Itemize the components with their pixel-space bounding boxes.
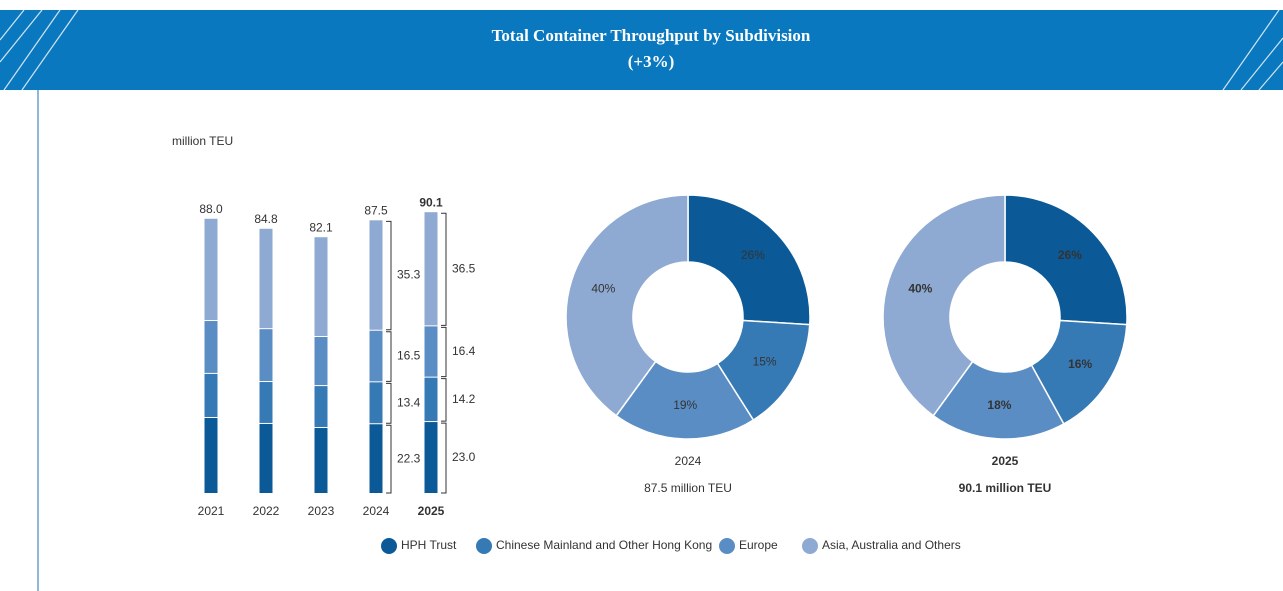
legend-swatch (381, 538, 397, 554)
donut-slice (565, 194, 689, 417)
bar-segment (259, 382, 273, 423)
donut-slice (882, 194, 1006, 417)
slice-label: 16% (1068, 357, 1092, 371)
donut-slice (1004, 194, 1128, 326)
bar-segment (369, 220, 383, 330)
total-label: 82.1 (309, 220, 333, 234)
total-label: 90.1 (419, 195, 443, 209)
bar-segment (259, 228, 273, 329)
bar-segment (204, 218, 218, 321)
total-label: 87.5 (364, 204, 388, 218)
legend-label: Europe (739, 538, 778, 552)
slice-label: 19% (673, 398, 697, 412)
bar-segment (259, 329, 273, 382)
donut-title: 2024 (675, 454, 702, 468)
x-tick-label: 2025 (418, 504, 445, 518)
segment-label: 22.3 (397, 451, 421, 465)
header-stripes (0, 9, 1283, 91)
segment-label: 16.5 (397, 349, 421, 363)
donut-slice (1030, 319, 1128, 425)
bar-segment (204, 417, 218, 493)
y-axis-label: million TEU (172, 134, 233, 148)
legend-swatch (802, 538, 818, 554)
slice-label: 26% (1058, 248, 1082, 262)
bracket (386, 382, 392, 424)
segment-label: 14.2 (452, 392, 476, 406)
donut-subtitle: 87.5 million TEU (644, 481, 732, 495)
donut-subtitle: 90.1 million TEU (959, 481, 1052, 495)
bracket (386, 424, 392, 494)
x-tick-label: 2023 (308, 504, 335, 518)
bracket (441, 422, 447, 494)
bar-segment (259, 423, 273, 493)
bracket (441, 212, 447, 326)
total-label: 88.0 (199, 202, 223, 216)
x-tick-label: 2021 (198, 504, 225, 518)
bar-segment (369, 382, 383, 424)
bracket (386, 331, 392, 382)
bar-segment (424, 377, 438, 422)
bar-segment (424, 422, 438, 493)
bar-segment (314, 386, 328, 428)
slice-label: 26% (741, 248, 765, 262)
bar-segment (369, 424, 383, 493)
bracket (386, 220, 392, 331)
segment-label: 36.5 (452, 261, 476, 275)
x-tick-label: 2022 (253, 504, 280, 518)
bar-segment (424, 212, 438, 326)
bracket (441, 378, 447, 422)
total-label: 84.8 (254, 212, 278, 226)
slice-label: 40% (591, 282, 615, 296)
segment-label: 16.4 (452, 344, 476, 358)
bar-segment (314, 428, 328, 493)
header-bar (0, 10, 1283, 90)
bar-segment (204, 373, 218, 417)
donut-title: 2025 (992, 454, 1019, 468)
segment-label: 13.4 (397, 395, 421, 409)
legend-swatch (719, 538, 735, 554)
legend-swatch (476, 538, 492, 554)
bar-segment (314, 336, 328, 386)
donut-slice (687, 194, 811, 326)
legend-label: HPH Trust (401, 538, 457, 552)
bar-segment (424, 326, 438, 377)
legend-label: Chinese Mainland and Other Hong Kong (496, 538, 712, 552)
x-tick-label: 2024 (363, 504, 390, 518)
legend-label: Asia, Australia and Others (822, 538, 961, 552)
bracket (441, 326, 447, 378)
slice-label: 15% (753, 354, 777, 368)
bar-segment (369, 330, 383, 382)
segment-label: 35.3 (397, 268, 421, 282)
bar-segment (204, 321, 218, 373)
bar-segment (314, 237, 328, 336)
donut-slice (615, 360, 755, 440)
slice-label: 18% (987, 398, 1011, 412)
slice-label: 40% (908, 282, 932, 296)
title: Total Container Throughput by Subdivisio… (492, 26, 811, 45)
subtitle: (+3%) (628, 52, 675, 71)
segment-label: 23.0 (452, 450, 476, 464)
